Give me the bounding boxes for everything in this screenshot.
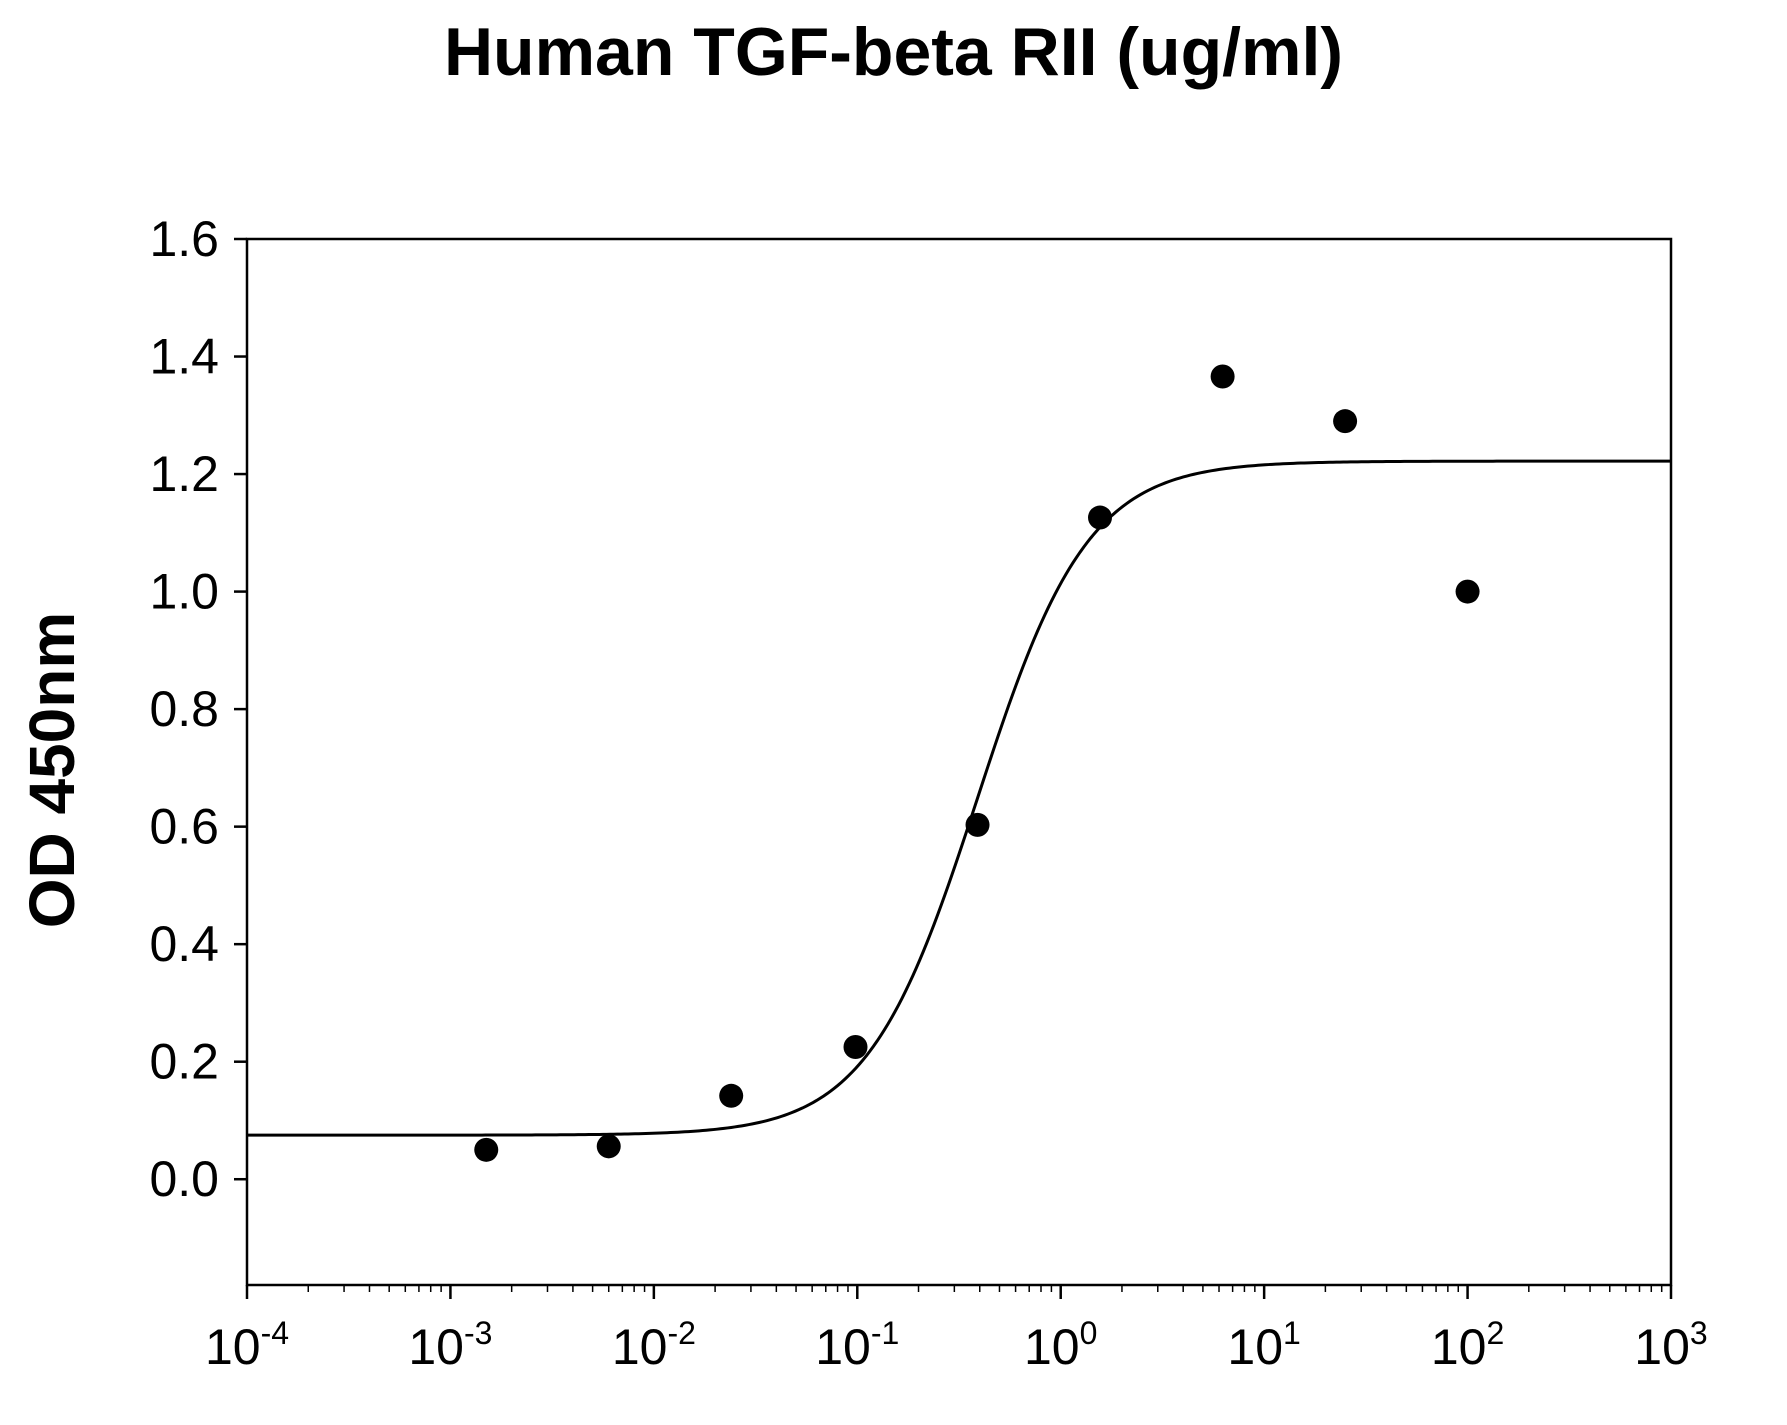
x-tick-exponent: 1 (1283, 1315, 1301, 1351)
x-tick-label: 10-2 (612, 1315, 696, 1375)
x-tick-label: 10-4 (205, 1315, 289, 1375)
x-tick-label: 103 (1634, 1315, 1707, 1375)
y-tick-label: 1.0 (149, 564, 219, 620)
x-tick-label: 100 (1024, 1315, 1097, 1375)
data-points (474, 364, 1480, 1162)
data-point (719, 1083, 744, 1108)
data-point (596, 1134, 621, 1159)
x-tick-base: 10 (1227, 1319, 1283, 1375)
x-tick-exponent: -2 (667, 1315, 695, 1351)
x-tick-exponent: 0 (1080, 1315, 1098, 1351)
x-tick-label: 10-1 (815, 1315, 899, 1375)
y-tick-label: 0.6 (149, 799, 219, 855)
y-tick-label: 1.2 (149, 446, 219, 502)
x-tick-base: 10 (815, 1319, 871, 1375)
data-point (965, 812, 990, 837)
y-axis: 0.0 0.2 0.4 0.6 0.8 1.0 1.2 1.4 1.6 (149, 211, 247, 1207)
x-tick-exponent: -4 (261, 1315, 289, 1351)
chart-title: Human TGF-beta RII (ug/ml) (443, 14, 1344, 90)
x-tick-base: 10 (612, 1319, 668, 1375)
plot-frame (245, 237, 1673, 1287)
fit-curve (247, 459, 1671, 1137)
x-tick-base: 10 (1024, 1319, 1080, 1375)
x-tick-base: 10 (1431, 1319, 1487, 1375)
y-tick-label: 0.2 (149, 1034, 219, 1090)
x-axis: 10-4 10-3 10-2 10-1 100 101 102 103 (205, 1285, 1708, 1375)
x-tick-base: 10 (1634, 1319, 1690, 1375)
data-point (474, 1137, 499, 1162)
x-tick-exponent: 3 (1690, 1315, 1708, 1351)
x-tick-exponent: 2 (1486, 1315, 1504, 1351)
y-tick-label: 1.6 (149, 211, 219, 267)
x-tick-base: 10 (205, 1319, 261, 1375)
y-tick-label: 0.4 (149, 916, 219, 972)
data-point (1210, 364, 1235, 389)
x-tick-label: 10-3 (408, 1315, 492, 1375)
y-tick-label: 0.0 (149, 1151, 219, 1207)
data-point (843, 1035, 868, 1060)
data-point (1455, 579, 1480, 604)
x-tick-exponent: -3 (464, 1315, 492, 1351)
data-point (1088, 505, 1113, 530)
y-tick-label: 1.4 (149, 329, 219, 385)
x-tick-label: 101 (1227, 1315, 1300, 1375)
x-tick-exponent: -1 (871, 1315, 899, 1351)
x-tick-base: 10 (408, 1319, 464, 1375)
x-tick-label: 102 (1431, 1315, 1504, 1375)
y-tick-label: 0.8 (149, 681, 219, 737)
data-point (1333, 409, 1358, 434)
